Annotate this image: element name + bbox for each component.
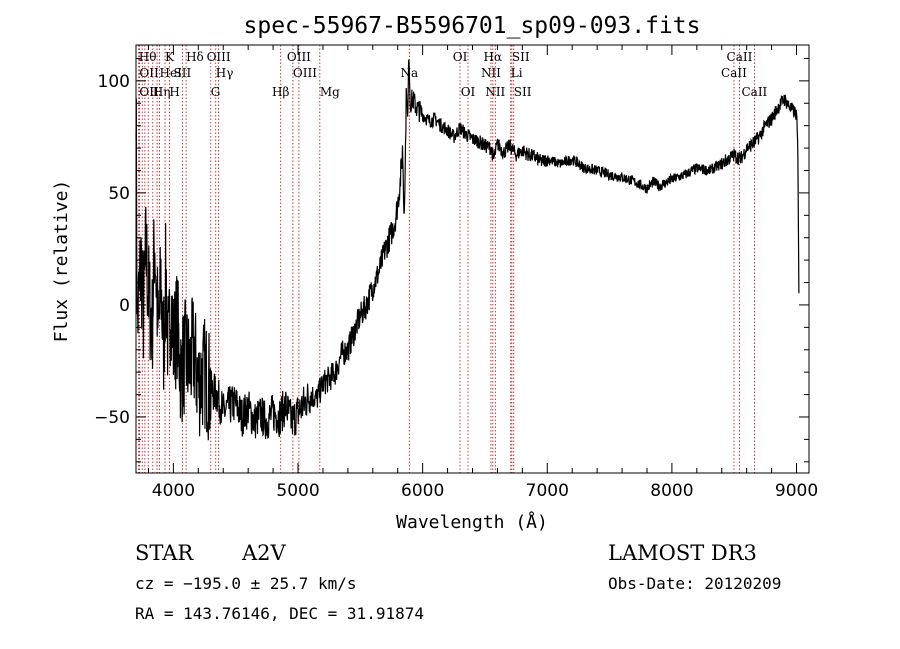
spectral-line-markers bbox=[138, 45, 755, 473]
line-label-18: OIII bbox=[287, 50, 311, 64]
obs-date: Obs-Date: 20120209 bbox=[608, 574, 781, 593]
chart-title: spec-55967-B5596701_sp09-093.fits bbox=[244, 13, 701, 39]
line-label-0: Hθ bbox=[139, 50, 157, 64]
y-tick-label-0: 0 bbox=[119, 296, 130, 316]
line-label-26: Li bbox=[511, 66, 523, 80]
line-label-31: CaII bbox=[741, 85, 767, 99]
line-label-23: NII bbox=[481, 66, 501, 80]
line-label-24: Hα bbox=[484, 50, 503, 64]
survey-name: LAMOST DR3 bbox=[608, 541, 757, 565]
line-label-14: Hγ bbox=[216, 66, 234, 80]
x-tick-label-9000: 9000 bbox=[775, 481, 818, 501]
line-label-8: HeI bbox=[160, 66, 183, 80]
y-axis-ticks: −50 0 50 100 bbox=[94, 57, 809, 463]
line-label-30: CaII bbox=[727, 50, 753, 64]
line-label-27: SII bbox=[512, 50, 530, 64]
object-class: STAR bbox=[135, 541, 194, 565]
line-label-11: SII bbox=[174, 66, 192, 80]
line-label-1: OII bbox=[139, 66, 159, 80]
x-tick-label-6000: 6000 bbox=[401, 481, 444, 501]
line-label-22: OI bbox=[461, 85, 476, 99]
cz-value: cz = −195.0 ± 25.7 km/s bbox=[135, 574, 357, 593]
line-label-16: Hβ bbox=[272, 85, 289, 99]
line-label-9: K bbox=[165, 50, 175, 64]
line-label-12: Hδ bbox=[186, 50, 204, 64]
spectral-line-labels: HθOIIOIIHηHeIKHSIIHδGHγOIIIHβOIIIOIIIMgN… bbox=[139, 50, 768, 99]
line-label-19: Mg bbox=[320, 85, 340, 99]
y-tick-label-50: 50 bbox=[108, 184, 130, 204]
line-label-10: H bbox=[169, 85, 179, 99]
line-label-28: SII bbox=[514, 85, 532, 99]
x-tick-label-8000: 8000 bbox=[650, 481, 693, 501]
x-axis-label: Wavelength (Å) bbox=[396, 511, 548, 533]
line-label-17: OIII bbox=[293, 66, 317, 80]
y-tick-label--50: −50 bbox=[94, 408, 130, 428]
line-label-2: OII bbox=[139, 85, 159, 99]
x-tick-label-4000: 4000 bbox=[152, 481, 195, 501]
line-label-15: OIII bbox=[207, 50, 231, 64]
line-label-29: CaII bbox=[721, 66, 747, 80]
y-tick-label-100: 100 bbox=[98, 72, 130, 92]
line-label-25: NII bbox=[485, 85, 505, 99]
x-tick-label-5000: 5000 bbox=[276, 481, 319, 501]
object-subclass: A2V bbox=[241, 541, 287, 565]
line-label-6: Hη bbox=[153, 85, 171, 99]
line-label-21: OI bbox=[453, 50, 468, 64]
y-axis-label: Flux (relative) bbox=[51, 180, 72, 343]
spectrum-series-line bbox=[135, 59, 800, 441]
x-tick-label-7000: 7000 bbox=[526, 481, 569, 501]
x-axis-ticks: 4000 5000 6000 7000 8000 9000 bbox=[147, 45, 818, 501]
line-label-13: G bbox=[211, 85, 221, 99]
ra-dec-coords: RA = 143.76146, DEC = 31.91874 bbox=[135, 604, 424, 623]
